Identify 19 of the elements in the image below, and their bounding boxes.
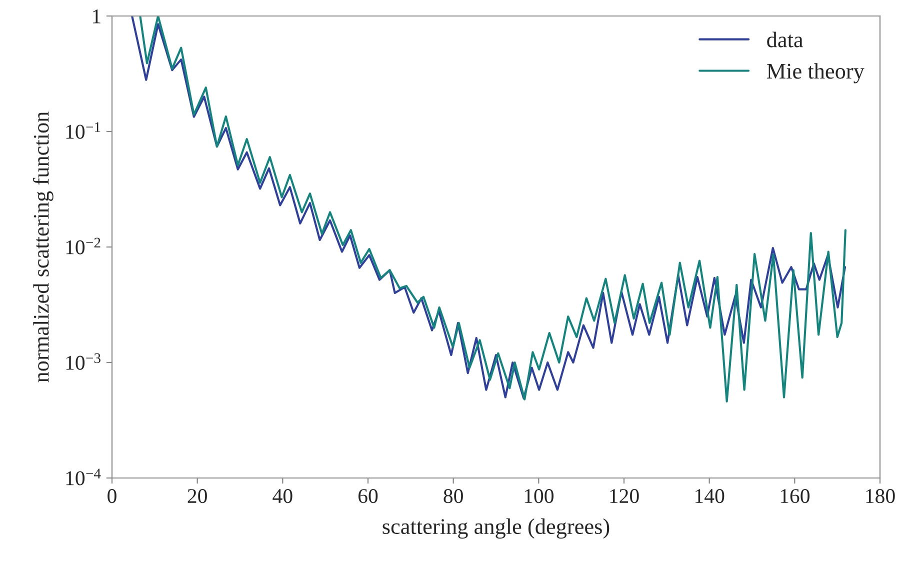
y-axis-title: normalized scattering function (32, 112, 54, 382)
y-tick-label: 10$^{−4}$ (66, 468, 101, 486)
x-tick-label: 60 (358, 489, 378, 504)
legend-label: Mie theory (766, 63, 864, 84)
x-tick-label: 0 (108, 489, 116, 504)
legend-label: data (767, 32, 804, 48)
y-tick-label: 10$^{−3}$ (66, 353, 100, 370)
y-tick-label: 1 (93, 9, 100, 24)
x-tick-label: 40 (272, 489, 292, 504)
x-tick-label: 120 (610, 489, 639, 504)
x-tick-label: 160 (780, 489, 810, 504)
x-tick-label: 20 (188, 489, 207, 504)
x-tick-label: 140 (696, 489, 724, 504)
y-tick-label: 10$^{−2}$ (66, 238, 100, 254)
x-axis-title: scattering angle (degrees) (382, 518, 610, 539)
x-tick-label: 100 (524, 489, 554, 504)
x-tick-label: 180 (866, 489, 895, 504)
y-tick-label: 10$^{−1}$ (66, 122, 100, 139)
x-tick-label: 80 (444, 489, 463, 504)
